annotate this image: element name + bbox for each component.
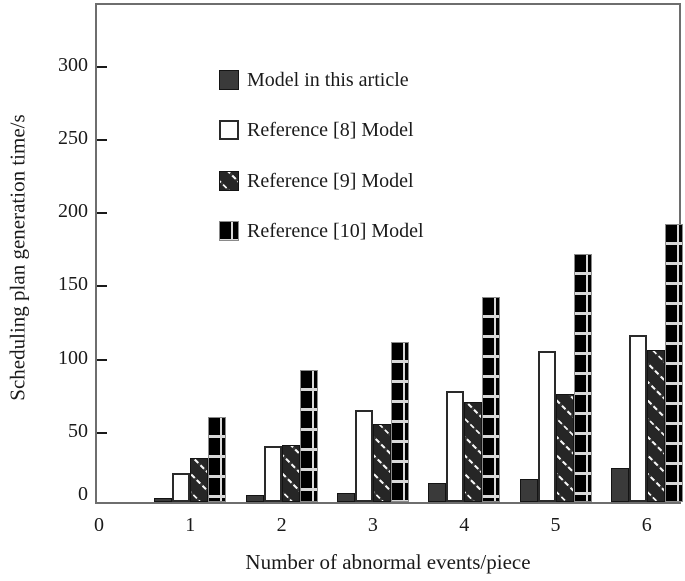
y-tick-label: 50 xyxy=(68,419,88,442)
bar-group3-series0 xyxy=(336,493,355,502)
x-tick-label: 6 xyxy=(641,514,652,536)
legend-swatch-solid-icon xyxy=(219,70,239,90)
bar-group5-series2 xyxy=(555,394,574,502)
y-tick-mark xyxy=(97,65,107,68)
y-tick-mark xyxy=(97,138,107,141)
x-tick-label: 1 xyxy=(185,514,196,536)
bar-group3-series2 xyxy=(372,424,391,502)
y-tick-mark xyxy=(97,358,107,361)
legend-swatch-white-icon xyxy=(219,120,239,140)
y-tick-mark xyxy=(97,285,107,288)
bar-group1-series1 xyxy=(172,473,191,502)
y-tick-mark xyxy=(97,431,107,434)
y-tick-label: 150 xyxy=(58,273,88,296)
legend-label: Reference [8] Model xyxy=(247,119,414,141)
y-tick-label: 0 xyxy=(78,483,88,505)
bar-group6-series3 xyxy=(664,224,683,502)
x-tick-label: 0 xyxy=(94,514,104,536)
bar-group1-series3 xyxy=(208,417,227,502)
bar-group1-series0 xyxy=(154,498,173,502)
x-tick-label: 4 xyxy=(459,514,470,536)
bar-group3-series1 xyxy=(354,410,373,502)
y-axis-title: Scheduling plan generation time/s xyxy=(5,114,30,401)
bar-group2-series1 xyxy=(263,446,282,502)
bar-group2-series0 xyxy=(245,495,264,502)
legend-label: Reference [9] Model xyxy=(247,170,414,192)
y-tick-label: 300 xyxy=(58,53,88,76)
bar-group5-series3 xyxy=(573,254,592,502)
bar-group5-series0 xyxy=(519,479,538,502)
bar-group5-series1 xyxy=(537,351,556,502)
bar-group6-series0 xyxy=(610,468,629,502)
legend-swatch-hatch-icon xyxy=(219,171,239,191)
bar-group4-series3 xyxy=(482,297,501,502)
y-tick-label: 250 xyxy=(58,126,88,149)
legend-label: Reference [10] Model xyxy=(247,220,424,242)
bar-group3-series3 xyxy=(390,342,409,502)
y-tick-mark xyxy=(97,212,107,214)
x-tick-label: 2 xyxy=(276,514,287,536)
legend-label: Model in this article xyxy=(247,69,409,91)
y-tick-label: 200 xyxy=(58,200,88,222)
y-tick-label: 100 xyxy=(58,346,88,369)
bar-group4-series2 xyxy=(464,402,483,502)
x-axis-title: Number of abnormal events/piece xyxy=(245,550,531,574)
legend-swatch-grid-icon xyxy=(219,221,239,241)
bar-group2-series2 xyxy=(281,445,300,502)
bar-group4-series0 xyxy=(428,483,447,502)
bar-group6-series2 xyxy=(646,350,665,502)
x-tick-label: 5 xyxy=(550,514,561,536)
bar-group1-series2 xyxy=(190,458,209,502)
bar-group6-series1 xyxy=(628,335,647,502)
bar-group2-series3 xyxy=(299,370,318,502)
plot-area xyxy=(95,3,683,504)
bar-group4-series1 xyxy=(446,391,465,502)
x-tick-label: 3 xyxy=(367,514,378,536)
